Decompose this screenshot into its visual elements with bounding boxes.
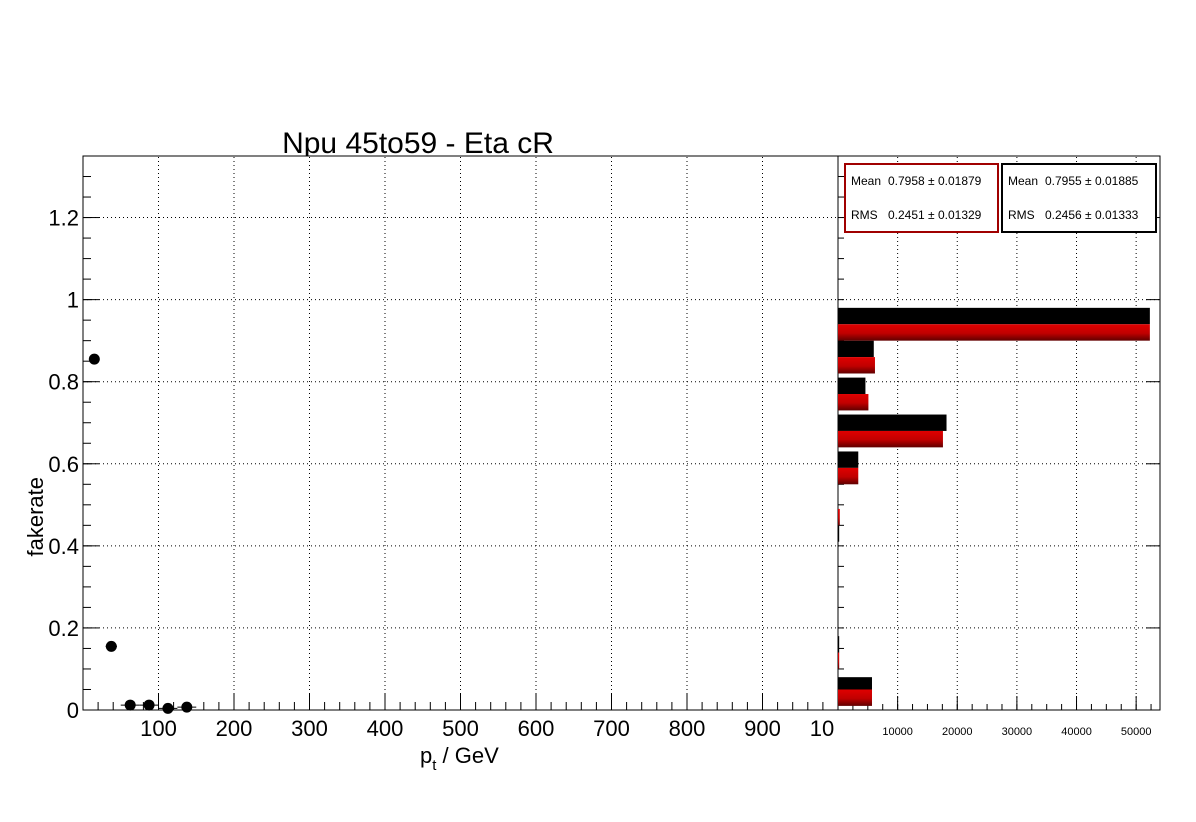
stat-red-mean-value: 0.7958 ± 0.01879 — [888, 174, 982, 188]
stat-box-red-frame — [844, 163, 999, 233]
x-axis-label-rest: / GeV — [436, 743, 499, 768]
x-tick-label: 200 — [216, 716, 253, 741]
hist-bar-black — [838, 677, 872, 694]
histogram-ticks: 10000 20000 30000 40000 50000 — [837, 155, 1160, 738]
hist-bar-red — [838, 394, 869, 411]
hist-x-tick-label: 10000 — [882, 726, 913, 738]
y-tick-label: 0.6 — [48, 452, 79, 477]
stat-black-mean-label: Mean — [1008, 174, 1038, 188]
hist-bar-red — [838, 467, 859, 485]
hist-x-tick-label: 20000 — [942, 726, 973, 738]
hist-bar-red — [838, 652, 840, 669]
x-tick-label: 300 — [291, 716, 328, 741]
data-point — [124, 699, 136, 711]
hist-bar-red — [838, 689, 872, 706]
x-axis-label-sub: t — [432, 757, 437, 774]
hist-bar-red — [838, 357, 875, 374]
x-axis-label: pt / GeV — [420, 743, 499, 774]
main-grid — [83, 156, 838, 710]
stat-red-rms-value: 0.2451 ± 0.01329 — [888, 208, 982, 222]
hist-bar-red — [838, 508, 840, 526]
hist-bar-black — [838, 636, 840, 653]
hist-bar-black — [838, 451, 859, 468]
x-axis-label-p: p — [420, 743, 432, 768]
chart-title: Npu 45to59 - Eta cR — [282, 127, 554, 160]
data-point — [181, 701, 193, 713]
data-point — [162, 702, 174, 714]
y-tick-label: 0.8 — [48, 370, 79, 395]
hist-bar-black — [838, 340, 874, 358]
x-tick-label: 800 — [669, 716, 706, 741]
hist-bar-black — [838, 414, 947, 431]
x-tick-label: 10 — [810, 716, 834, 741]
histogram-bars — [838, 307, 1150, 706]
y-tick-label: 0.4 — [48, 534, 79, 559]
hist-x-tick-label: 40000 — [1061, 726, 1092, 738]
data-points — [88, 353, 197, 714]
x-tick-label: 400 — [367, 716, 404, 741]
hist-bar-black — [838, 525, 840, 542]
data-point — [105, 640, 117, 652]
x-tick-label: 700 — [593, 716, 630, 741]
x-tick-label: 100 — [140, 716, 177, 741]
hist-bar-black — [838, 307, 1150, 325]
stat-black-rms-value: 0.2456 ± 0.01333 — [1045, 208, 1139, 222]
hist-x-tick-label: 30000 — [1002, 726, 1033, 738]
stat-box-red: Mean 0.7958 ± 0.01879 RMS 0.2451 ± 0.013… — [844, 163, 999, 233]
main-plot: 0 0.2 0.4 0.6 0.8 1 1.2 100 200 300 400 500 600 700 80… — [48, 155, 839, 741]
hist-bar-black — [838, 377, 866, 395]
hist-bar-red — [838, 324, 1150, 341]
y-axis-label: fakerate — [23, 477, 48, 557]
side-histogram: 10000 20000 30000 40000 50000 — [837, 155, 1161, 738]
hist-bar-red — [838, 430, 943, 448]
y-tick-label: 0 — [67, 698, 79, 723]
x-tick-label: 500 — [442, 716, 479, 741]
x-tick-label: 600 — [518, 716, 555, 741]
stat-red-rms-label: RMS — [851, 208, 878, 222]
stat-red-mean-label: Mean — [851, 174, 881, 188]
main-ticks: 0 0.2 0.4 0.6 0.8 1 1.2 100 200 300 400 500 600 700 80… — [48, 155, 839, 741]
stat-black-rms-label: RMS — [1008, 208, 1035, 222]
stat-box-black: Mean 0.7955 ± 0.01885 RMS 0.2456 ± 0.013… — [1001, 163, 1157, 233]
y-tick-label: 1 — [67, 288, 79, 313]
stat-box-black-frame — [1001, 163, 1157, 233]
data-point — [88, 353, 100, 365]
data-point — [143, 699, 155, 711]
x-tick-label: 900 — [744, 716, 781, 741]
stat-black-mean-value: 0.7955 ± 0.01885 — [1045, 174, 1139, 188]
y-tick-label: 0.2 — [48, 616, 79, 641]
hist-x-tick-label: 50000 — [1121, 726, 1152, 738]
y-tick-label: 1.2 — [48, 206, 79, 231]
